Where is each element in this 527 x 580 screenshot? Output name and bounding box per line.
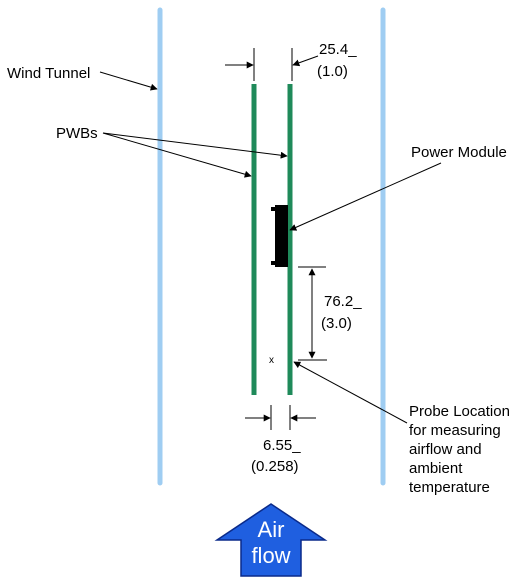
probe-label-line5: temperature [409, 479, 490, 496]
top-dim-arrow-right [292, 55, 319, 67]
power-module-pin-bottom [271, 261, 276, 265]
bottom-dim-mm: 6.55_ [263, 437, 301, 454]
probe-label-line3: airflow and [409, 441, 482, 458]
airflow-label-line1: Air [258, 517, 285, 542]
vert-dim-in: (3.0) [321, 315, 352, 332]
pwbs-label: PWBs [56, 125, 98, 142]
airflow-label-line2: flow [251, 543, 290, 568]
probe-label-line2: for measuring [409, 422, 501, 439]
top-dim-mm: 25.4_ [319, 41, 357, 58]
pwbs-leader-left [102, 132, 252, 178]
vert-dim-mm: 76.2_ [324, 293, 362, 310]
top-dim-in: (1.0) [317, 63, 348, 80]
airflow-arrow [214, 503, 328, 577]
probe-leader [293, 361, 408, 424]
wind-tunnel-label: Wind Tunnel [7, 65, 90, 82]
probe-label-line4: ambient [409, 460, 463, 477]
power-module-leader [289, 162, 442, 231]
pwbs-leader-right [102, 132, 288, 159]
wind-tunnel-leader [99, 71, 158, 91]
probe-label-line1: Probe Location [409, 403, 510, 420]
probe-marker: x [269, 355, 274, 366]
power-module-label: Power Module [411, 144, 507, 161]
bottom-dim-in: (0.258) [251, 458, 299, 475]
power-module [275, 205, 288, 267]
power-module-pin-top [271, 207, 276, 211]
